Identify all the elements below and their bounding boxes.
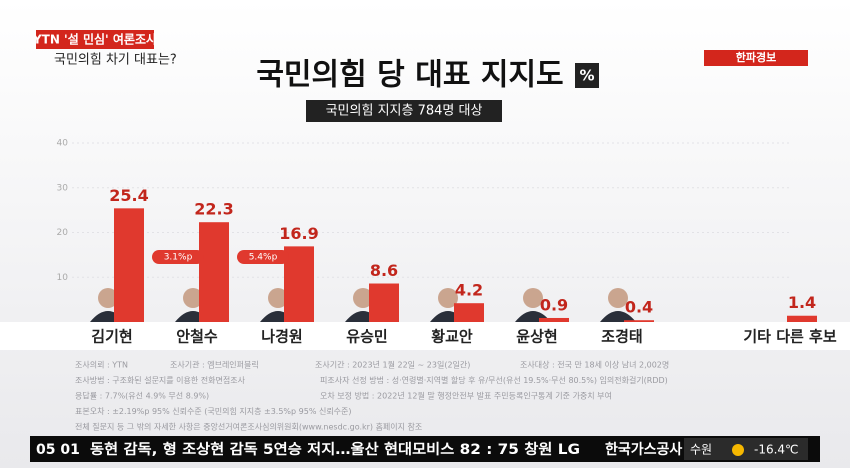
chart-title: 국민의힘 당 대표 지지도 bbox=[256, 58, 563, 93]
footnote: 응답률 : 7.7%(유선 4.9% 무선 8.9%) bbox=[75, 391, 209, 401]
bar bbox=[369, 283, 399, 322]
annotation: 5.4%p bbox=[249, 253, 278, 263]
annotation-box bbox=[152, 250, 204, 264]
value-label: 8.6 bbox=[370, 261, 398, 280]
weather-box bbox=[684, 438, 808, 460]
portrait-body bbox=[600, 311, 636, 322]
footnote: 오차 보정 방법 : 2022년 12월 말 행정안전부 발표 주민등록인구통계… bbox=[320, 391, 612, 401]
label-strip bbox=[0, 322, 850, 350]
annotation-box bbox=[237, 250, 289, 264]
ticker-text: 동현 감독, 형 조상현 감독 5연승 저지…울산 현대모비스 82 : 75 … bbox=[90, 441, 580, 458]
bar bbox=[539, 317, 569, 322]
bar bbox=[114, 208, 144, 322]
footnote: 전체 질문지 등 그 밖의 자세한 사항은 중앙선거여론조사심의위원회(www.… bbox=[75, 422, 422, 432]
bar bbox=[199, 222, 229, 322]
x-tick-label: 나경원 bbox=[261, 328, 302, 346]
portrait-head bbox=[608, 288, 628, 308]
footnote: 조사의뢰 : YTN bbox=[75, 360, 128, 370]
y-tick-label: 20 bbox=[57, 228, 69, 238]
portrait-head bbox=[98, 288, 118, 308]
unit: % bbox=[579, 67, 594, 85]
value-label: 1.4 bbox=[788, 293, 816, 312]
weather-city: 수원 bbox=[690, 443, 712, 457]
unit-box bbox=[575, 63, 599, 88]
footnote: 조사기간 : 2023년 1월 22일 ~ 23일(2일간) bbox=[315, 360, 470, 370]
x-tick-label: 김기현 bbox=[91, 328, 132, 346]
portrait-head bbox=[268, 288, 288, 308]
value-label: 4.2 bbox=[455, 281, 483, 300]
footnote: 조사기관 : 엠브레인퍼블릭 bbox=[170, 360, 259, 370]
bar bbox=[454, 303, 484, 322]
weather-icon bbox=[732, 444, 744, 456]
x-tick-label: 조경태 bbox=[601, 328, 642, 346]
subtitle: 국민의힘 지지층 784명 대상 bbox=[326, 104, 483, 119]
portrait-head bbox=[353, 288, 373, 308]
x-tick-label: 윤상현 bbox=[516, 328, 557, 346]
alert: 한파경보 bbox=[736, 50, 776, 64]
badge: YTN '설 민심' 여론조사 bbox=[32, 32, 157, 47]
value-label: 16.9 bbox=[279, 224, 318, 243]
x-tick-label: 안철수 bbox=[176, 328, 218, 346]
annotation: 3.1%p bbox=[164, 253, 193, 263]
y-tick-label: 40 bbox=[57, 139, 69, 149]
alert-box bbox=[704, 50, 808, 66]
footnote: 조사대상 : 전국 만 18세 이상 남녀 2,002명 bbox=[520, 360, 669, 370]
y-tick-label: 10 bbox=[57, 273, 69, 283]
x-tick-label: 황교안 bbox=[431, 328, 473, 346]
badge-box bbox=[36, 30, 154, 49]
x-tick-label: 기타 다른 후보 bbox=[743, 328, 836, 346]
value-label: 22.3 bbox=[194, 200, 233, 219]
question: 국민의힘 차기 대표는? bbox=[54, 53, 177, 68]
ticker-time: 05 01 bbox=[36, 442, 80, 458]
y-tick-label: 30 bbox=[57, 183, 69, 193]
portrait-head bbox=[438, 288, 458, 308]
ticker-next: 한국가스공사 bbox=[605, 442, 682, 458]
footnote: 표본오차 : ±2.19%p 95% 신뢰수준 (국민의힘 지지층 ±3.5%p… bbox=[75, 406, 352, 416]
bar bbox=[284, 246, 314, 322]
value-label: 25.4 bbox=[109, 186, 148, 205]
bar bbox=[787, 315, 817, 322]
portrait-head bbox=[183, 288, 203, 308]
subtitle-box bbox=[306, 100, 502, 122]
footnote: 피조사자 선정 방법 : 성·연령별·지역별 할당 후 유/무선(유선 19.5… bbox=[320, 375, 668, 385]
weather-temp: -16.4℃ bbox=[754, 443, 799, 457]
footnote: 조사방법 : 구조화된 설문지를 이용한 전화면접조사 bbox=[75, 375, 246, 385]
value-label: 0.4 bbox=[625, 298, 653, 317]
portrait-head bbox=[523, 288, 543, 308]
bar bbox=[624, 320, 654, 322]
value-label: 0.9 bbox=[540, 295, 568, 314]
x-tick-label: 유승민 bbox=[346, 328, 387, 346]
